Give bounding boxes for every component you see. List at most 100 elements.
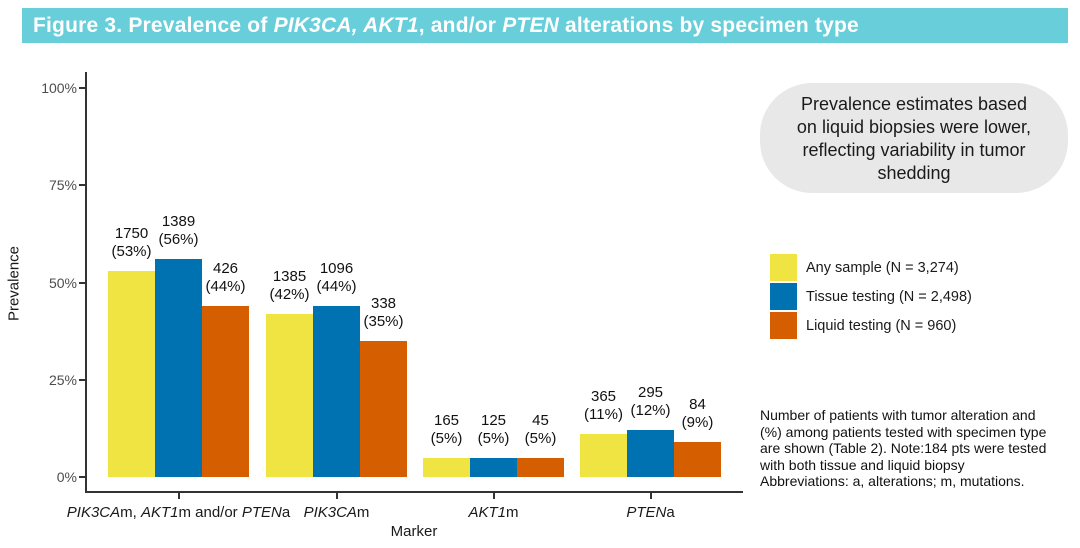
text-segment: a: [666, 504, 675, 521]
legend-swatch: [770, 254, 797, 281]
text-segment: m and/or: [178, 504, 242, 521]
bar-percent: (42%): [269, 285, 310, 303]
bar-any-group3: [423, 457, 470, 477]
bar-percent: (44%): [316, 277, 357, 295]
legend-row: Any sample (N = 3,274): [770, 254, 972, 281]
text-segment: PIK3CA: [66, 504, 121, 521]
bar-count: 1385: [272, 267, 307, 285]
text-segment: Figure 3. Prevalence of: [33, 13, 274, 37]
text-segment: alterations by specimen type: [559, 13, 859, 37]
y-tick-label: 0%: [56, 469, 77, 485]
bar-liquid-group2: [360, 340, 407, 477]
text-line: Prevalence estimates based: [800, 94, 1028, 114]
bar-percent: (5%): [477, 429, 510, 447]
y-tick-label: 75%: [48, 177, 77, 194]
bar-tissue-group1: [155, 259, 202, 477]
bar-tissue-group3: [470, 457, 517, 477]
y-tick-mark: [79, 476, 85, 478]
bar-liquid-group4: [674, 441, 721, 477]
text-line: Abbreviations: a, alterations; m, mutati…: [760, 473, 1025, 489]
bar-tissue-group2: [313, 305, 360, 477]
bar-percent: (44%): [205, 277, 246, 295]
legend-swatch: [770, 312, 797, 339]
bar-value-label: 295 (12%): [606, 384, 696, 420]
text-line: on liquid biopsies were lower,: [796, 117, 1032, 137]
text-segment: , and/or: [418, 13, 503, 37]
footnote: Number of patients with tumor alteration…: [760, 407, 1075, 490]
bar-count: 1750: [114, 224, 149, 242]
y-axis-line: [85, 72, 87, 493]
prevalence-bar-chart: Prevalence 0% 25% 50% 75% 100% PIK3CAm, AKT1m…: [6, 72, 743, 540]
text-line: Number of patients with tumor alteration…: [760, 407, 1036, 423]
y-tick-mark: [79, 87, 85, 89]
text-segment: AKT1: [468, 504, 506, 521]
figure-title-banner: Figure 3. Prevalence of PIK3CA, AKT1, an…: [22, 8, 1068, 43]
text-segment: m: [356, 504, 370, 521]
bar-tissue-group4: [627, 430, 674, 477]
bar-any-group4: [580, 434, 627, 477]
text-segment: PIK3CA: [303, 504, 357, 521]
bar-value-label: 365 (11%): [559, 388, 649, 424]
text-line: shedding: [877, 163, 951, 183]
legend-label: Liquid testing (N = 960): [806, 317, 957, 334]
legend-swatch: [770, 283, 797, 310]
bar-value-label: 338 (35%): [339, 295, 429, 331]
x-tick-label: PTENa: [511, 504, 791, 521]
x-tick-label: PIK3CAm: [197, 504, 477, 521]
bar-count: 426: [212, 259, 239, 277]
x-tick-mark: [335, 493, 338, 499]
bar-percent: (11%): [584, 406, 623, 424]
bar-any-group2: [266, 313, 313, 477]
text-line: (%) among patients tested with specimen …: [760, 423, 1047, 440]
text-segment: PTEN: [502, 13, 560, 37]
text-segment: m,: [120, 504, 141, 521]
y-tick-label: 50%: [48, 274, 77, 291]
bar-value-label: 1385 (42%): [245, 268, 335, 304]
x-tick-label: AKT1m: [354, 504, 634, 521]
bar-percent: (9%): [681, 413, 714, 431]
legend: Any sample (N = 3,274) Tissue testing (N …: [770, 254, 972, 341]
bar-percent: (35%): [363, 312, 404, 330]
bar-liquid-group1: [202, 305, 249, 477]
bar-liquid-group3: [517, 457, 564, 477]
text-line: are shown (Table 2). Note:184 pts were t…: [760, 440, 1047, 456]
bar-count: 84: [689, 395, 706, 413]
x-axis-title: Marker: [390, 523, 438, 540]
x-tick-mark: [649, 493, 652, 499]
x-tick-label: PIK3CAm, AKT1m and/or PTENa: [39, 504, 319, 521]
text-line: reflecting variability in tumor: [802, 140, 1026, 160]
callout-bubble: Prevalence estimates based on liquid biop…: [760, 83, 1068, 193]
bar-count: 295: [637, 384, 664, 402]
figure-title: Figure 3. Prevalence of PIK3CA, AKT1, an…: [33, 14, 859, 38]
text-segment: AKT1: [140, 504, 179, 521]
y-tick-label: 100%: [41, 80, 77, 96]
bar-percent: (5%): [430, 429, 463, 447]
legend-label: Tissue testing (N = 2,498): [806, 288, 972, 305]
bar-value-label: 165 (5%): [402, 412, 492, 448]
legend-label: Any sample (N = 3,274): [806, 259, 959, 276]
text-segment: m: [506, 504, 519, 521]
bar-value-label: 125 (5%): [449, 412, 539, 448]
text-segment: a: [281, 504, 291, 521]
y-tick-label: 25%: [48, 371, 77, 388]
y-tick-mark: [79, 184, 85, 187]
text-segment: PTEN: [626, 504, 667, 521]
bar-value-label: 84 (9%): [653, 396, 743, 432]
legend-row: Tissue testing (N = 2,498): [770, 283, 972, 310]
bar-count: 365: [590, 388, 617, 406]
bar-count: 125: [480, 411, 507, 429]
bar-count: 45: [532, 411, 549, 429]
bar-percent: (5%): [524, 429, 557, 447]
bar-count: 338: [370, 294, 397, 312]
y-tick-mark: [79, 378, 85, 381]
bar-percent: (56%): [158, 231, 199, 249]
bar-count: 165: [433, 411, 460, 429]
bar-count: 1096: [319, 259, 354, 277]
text-segment: PIK3CA, AKT1: [273, 13, 419, 37]
bar-count: 1389: [161, 213, 196, 231]
x-axis-line: [85, 491, 743, 493]
bar-value-label: 426 (44%): [181, 260, 271, 296]
text-segment: PTEN: [241, 504, 282, 521]
legend-row: Liquid testing (N = 960): [770, 312, 972, 339]
